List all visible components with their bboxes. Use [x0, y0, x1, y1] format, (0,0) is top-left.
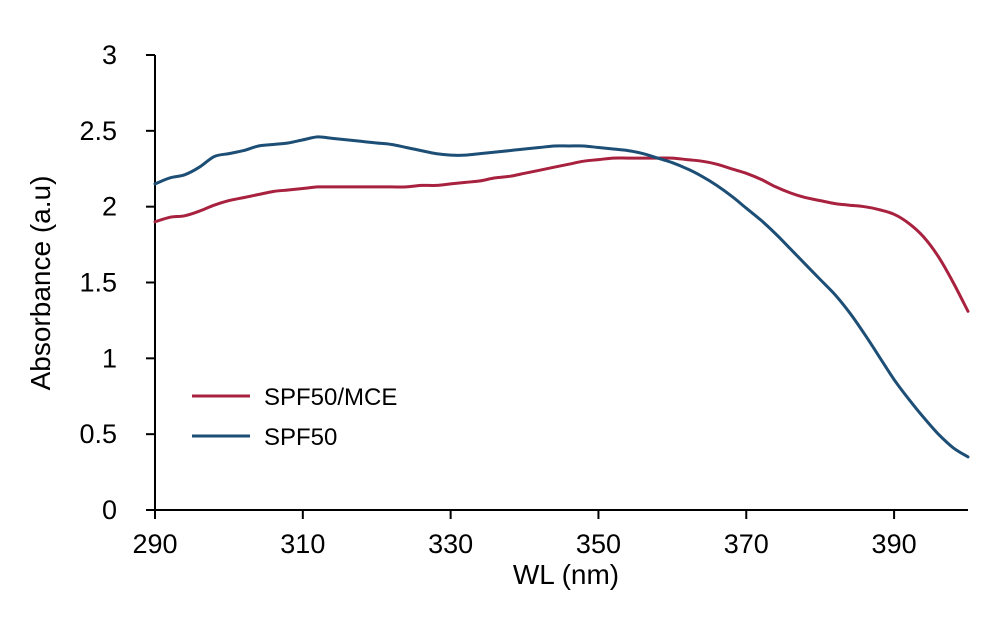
x-tick-label: 350: [576, 529, 621, 559]
y-axis-title: Absorbance (a.u): [25, 176, 56, 391]
legend-label-spf50-mce: SPF50/MCE: [264, 384, 397, 411]
legend: SPF50/MCE SPF50: [192, 384, 397, 451]
x-tick-label: 290: [132, 529, 177, 559]
series-layer: [153, 135, 970, 459]
y-tick-label: 0.5: [79, 419, 117, 449]
x-tick-label: 330: [428, 529, 473, 559]
legend-label-spf50: SPF50: [264, 424, 337, 451]
x-tick-label: 310: [280, 529, 325, 559]
y-tick-label: 1: [102, 343, 117, 373]
x-axis-title: WL (nm): [513, 559, 619, 590]
y-tick-label: 2: [102, 192, 117, 222]
x-tick-label: 370: [724, 529, 769, 559]
y-tick-label: 1.5: [79, 268, 117, 298]
series-line-spf50-mce: [153, 156, 970, 313]
series-line-spf50: [153, 135, 970, 459]
x-tick-label: 390: [872, 529, 917, 559]
y-tick-label: 3: [102, 40, 117, 70]
x-ticks: 290 310 330 350 370 390: [132, 510, 917, 559]
y-tick-label: 0: [102, 495, 117, 525]
y-ticks: 0 0.5 1 1.5 2 2.5 3: [79, 40, 155, 525]
y-tick-label: 2.5: [79, 116, 117, 146]
